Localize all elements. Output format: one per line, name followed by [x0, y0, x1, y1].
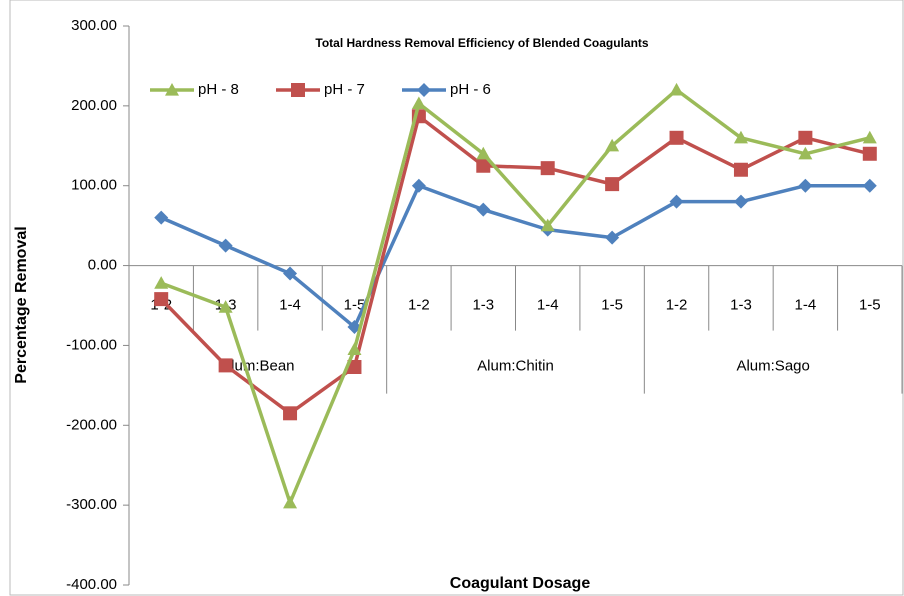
- data-point: [154, 210, 169, 225]
- data-point: [154, 276, 169, 289]
- data-point: [218, 238, 233, 253]
- data-point: [411, 178, 426, 193]
- legend-marker: [165, 83, 179, 96]
- data-point: [283, 495, 298, 509]
- data-point: [605, 138, 620, 152]
- x-tick-label: 1-5: [601, 297, 623, 314]
- data-point: [605, 177, 620, 192]
- data-point: [669, 194, 684, 209]
- y-axis-title: Percentage Removal: [13, 226, 30, 383]
- data-point: [733, 162, 748, 177]
- data-point: [347, 342, 362, 356]
- data-point: [411, 96, 426, 110]
- y-tick-label: 200.00: [71, 97, 117, 114]
- series-line: [160, 183, 870, 329]
- legend-marker: [417, 83, 431, 97]
- data-point: [798, 146, 813, 160]
- data-point: [798, 130, 813, 145]
- legend-label: pH - 8: [198, 81, 239, 98]
- chart-frame: [9, 0, 904, 596]
- chart-title: Total Hardness Removal Efficiency of Ble…: [315, 36, 649, 50]
- data-point: [540, 161, 555, 176]
- data-point: [283, 266, 298, 281]
- data-point: [154, 292, 169, 307]
- data-point: [733, 194, 748, 209]
- legend-marker: [291, 83, 305, 97]
- y-tick-label: -200.00: [66, 416, 117, 433]
- data-point: [476, 202, 491, 217]
- data-point: [798, 178, 813, 193]
- data-point: [733, 130, 748, 144]
- group-label: Alum:Sago: [736, 358, 809, 375]
- legend-label: pH - 7: [324, 81, 365, 98]
- y-tick-label: -300.00: [66, 496, 117, 513]
- group-label: Alum:Chitin: [477, 358, 554, 375]
- series-line: [160, 88, 871, 505]
- data-point: [669, 82, 684, 96]
- x-tick-label: 1-4: [537, 297, 559, 314]
- data-point: [476, 158, 491, 173]
- data-point: [605, 230, 620, 245]
- x-tick-label: 1-2: [666, 297, 688, 314]
- data-point: [669, 130, 684, 145]
- y-tick-label: -100.00: [66, 336, 117, 353]
- series-line: [159, 114, 871, 416]
- data-point: [218, 300, 233, 313]
- x-tick-label: 1-3: [730, 297, 752, 314]
- data-point: [862, 130, 877, 144]
- data-point: [862, 146, 877, 161]
- data-point: [283, 406, 298, 421]
- data-point: [218, 358, 233, 373]
- data-point: [347, 359, 362, 374]
- y-tick-label: 300.00: [71, 17, 117, 34]
- data-point: [476, 146, 491, 160]
- x-tick-label: 1-4: [795, 297, 817, 314]
- legend-label: pH - 6: [450, 81, 491, 98]
- x-tick-label: 1-5: [859, 297, 881, 314]
- group-label: Alum:Bean: [221, 358, 294, 375]
- x-tick-label: 1-5: [344, 297, 366, 314]
- y-tick-label: -400.00: [66, 576, 117, 593]
- x-tick-label: 1-2: [408, 297, 430, 314]
- data-point: [862, 178, 877, 193]
- x-tick-label: 1-4: [279, 297, 301, 314]
- y-tick-label: 0.00: [88, 257, 117, 274]
- data-point: [540, 218, 555, 232]
- x-tick-label: 1-3: [472, 297, 494, 314]
- y-tick-label: 100.00: [71, 177, 117, 194]
- x-axis-title: Coagulant Dosage: [450, 575, 591, 592]
